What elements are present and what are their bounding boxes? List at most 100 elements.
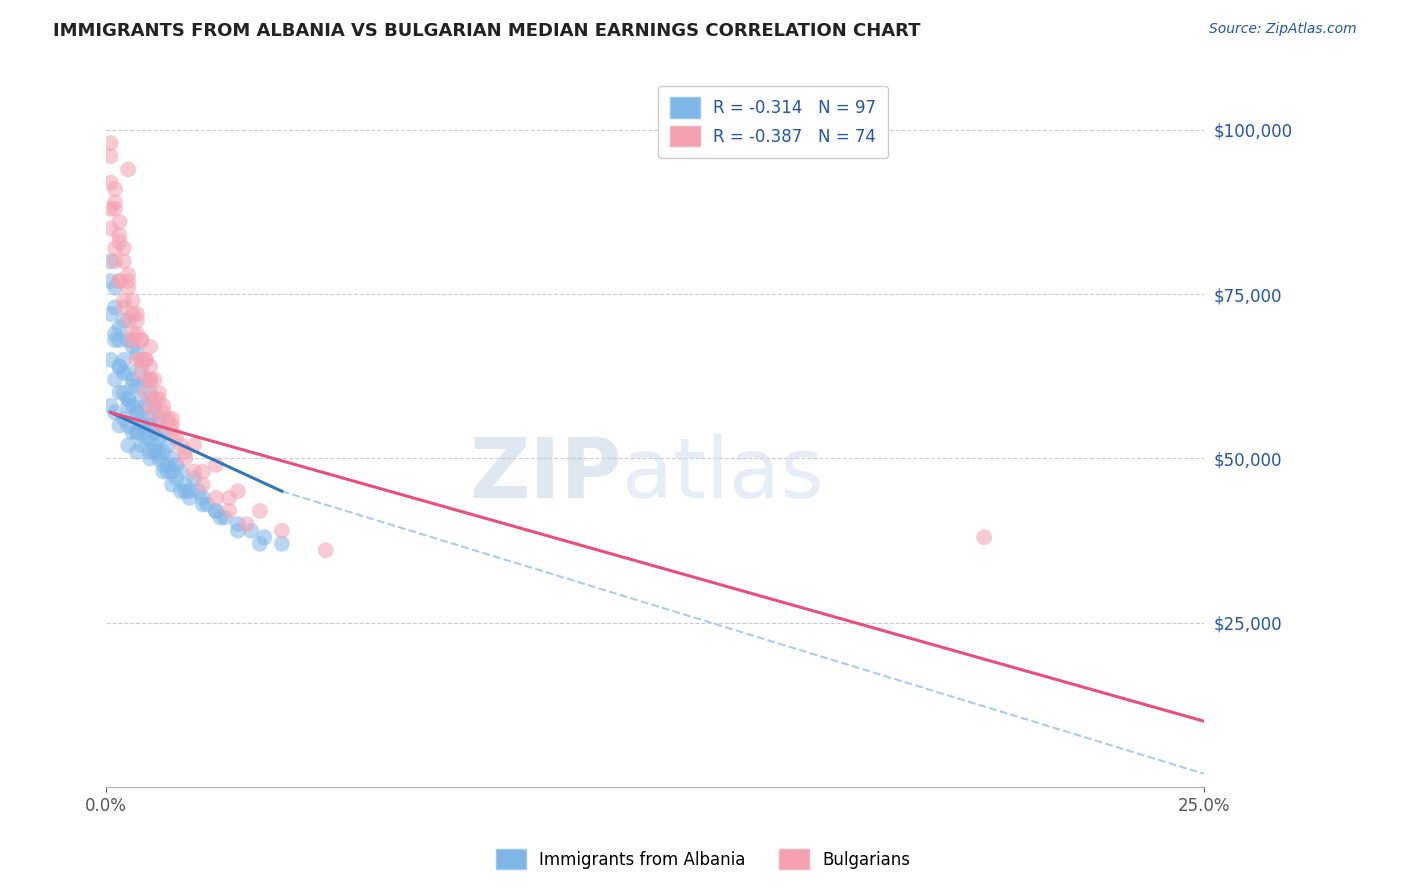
Point xyxy=(205,504,228,518)
Point xyxy=(249,537,271,551)
Point xyxy=(117,313,139,327)
Point xyxy=(117,418,139,433)
Point xyxy=(121,399,143,413)
Point xyxy=(148,412,170,426)
Point xyxy=(170,438,193,452)
Point xyxy=(152,458,174,472)
Legend: R = -0.314   N = 97, R = -0.387   N = 74: R = -0.314 N = 97, R = -0.387 N = 74 xyxy=(658,86,889,158)
Point xyxy=(121,340,143,354)
Point xyxy=(104,254,127,268)
Point xyxy=(112,412,135,426)
Point xyxy=(121,293,143,308)
Point xyxy=(121,379,143,393)
Point xyxy=(139,432,162,446)
Point xyxy=(135,425,157,439)
Point xyxy=(121,425,143,439)
Point xyxy=(139,373,162,387)
Point xyxy=(131,359,153,374)
Point xyxy=(104,301,127,315)
Point xyxy=(135,399,157,413)
Point xyxy=(143,425,166,439)
Point xyxy=(112,352,135,367)
Point xyxy=(117,399,139,413)
Point xyxy=(183,438,205,452)
Point xyxy=(121,333,143,347)
Point xyxy=(191,491,214,505)
Point xyxy=(117,280,139,294)
Point xyxy=(125,326,148,341)
Point xyxy=(226,524,249,538)
Point xyxy=(191,465,214,479)
Point xyxy=(121,307,143,321)
Point xyxy=(156,438,179,452)
Point xyxy=(139,451,162,466)
Point xyxy=(108,418,131,433)
Point xyxy=(100,136,122,150)
Point xyxy=(112,366,135,380)
Point xyxy=(100,307,122,321)
Point xyxy=(270,537,292,551)
Point xyxy=(139,385,162,400)
Point xyxy=(218,491,240,505)
Point xyxy=(112,301,135,315)
Point xyxy=(205,504,228,518)
Point xyxy=(148,445,170,459)
Point xyxy=(100,274,122,288)
Point xyxy=(131,418,153,433)
Point xyxy=(117,392,139,407)
Point xyxy=(112,254,135,268)
Point xyxy=(131,366,153,380)
Point xyxy=(174,477,197,491)
Point xyxy=(160,477,183,491)
Point xyxy=(104,405,127,419)
Point xyxy=(125,379,148,393)
Point xyxy=(143,399,166,413)
Point xyxy=(166,432,188,446)
Point xyxy=(104,333,127,347)
Point xyxy=(183,471,205,485)
Point xyxy=(100,254,122,268)
Point xyxy=(125,313,148,327)
Point xyxy=(139,359,162,374)
Point xyxy=(117,333,139,347)
Point xyxy=(143,445,166,459)
Point xyxy=(125,445,148,459)
Point xyxy=(160,451,183,466)
Point xyxy=(117,268,139,282)
Point xyxy=(187,484,209,499)
Point xyxy=(139,418,162,433)
Text: ZIP: ZIP xyxy=(470,434,621,516)
Point xyxy=(125,405,148,419)
Point xyxy=(166,471,188,485)
Point xyxy=(152,405,174,419)
Point xyxy=(160,425,183,439)
Point xyxy=(125,425,148,439)
Point xyxy=(131,333,153,347)
Point xyxy=(148,432,170,446)
Point xyxy=(160,412,183,426)
Point xyxy=(174,445,197,459)
Point xyxy=(108,333,131,347)
Point xyxy=(183,465,205,479)
Point xyxy=(121,326,143,341)
Point xyxy=(100,202,122,216)
Point xyxy=(104,280,127,294)
Point xyxy=(152,465,174,479)
Point xyxy=(205,491,228,505)
Point xyxy=(100,149,122,163)
Point xyxy=(131,333,153,347)
Point xyxy=(108,274,131,288)
Point xyxy=(125,405,148,419)
Point xyxy=(125,346,148,360)
Point xyxy=(135,352,157,367)
Text: atlas: atlas xyxy=(621,434,824,516)
Point xyxy=(139,445,162,459)
Point xyxy=(104,195,127,210)
Point xyxy=(148,385,170,400)
Point xyxy=(121,373,143,387)
Point xyxy=(156,465,179,479)
Point xyxy=(108,385,131,400)
Point xyxy=(108,228,131,243)
Point xyxy=(131,438,153,452)
Point xyxy=(139,412,162,426)
